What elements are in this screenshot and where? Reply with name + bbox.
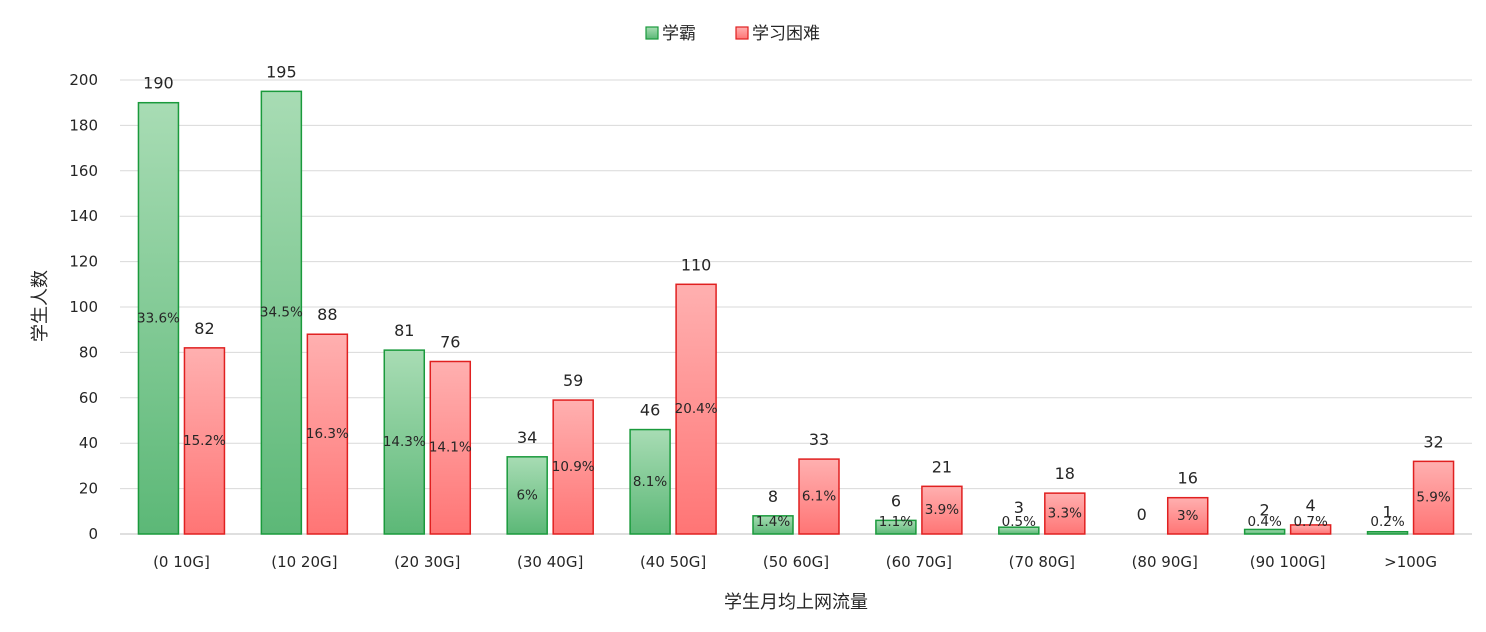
percent-label-xuexikunnan-6: 3.9% [925,502,959,518]
value-label-xueba-0: 190 [143,74,174,93]
bar-xuexikunnan-0 [183,347,226,535]
percent-label-xuexikunnan-0: 15.2% [183,433,226,449]
value-label-xuexikunnan-3: 59 [563,371,583,390]
x-tick-label-2: (20 30G] [394,553,460,571]
bar-xuexikunnan-8 [1166,496,1209,535]
y-tick-label-160: 160 [69,162,98,180]
legend: 学霸 学习困难 [645,24,820,44]
percent-label-xuexikunnan-1: 16.3% [306,426,349,442]
y-tick-label-180: 180 [69,116,98,134]
bar-xuexikunnan-5 [798,458,840,535]
bar-xuexikunnan-10 [1412,460,1455,535]
bar-xueba-2 [383,349,426,535]
bar-xuexikunnan-7 [1044,492,1086,535]
y-tick-label-80: 80 [79,343,98,361]
x-tick-label-8: (80 90G] [1132,553,1198,571]
bar-xueba-10 [1366,530,1409,535]
value-label-xueba-2: 81 [394,321,414,340]
y-tick-label-200: 200 [69,71,98,89]
bar-xuexikunnan-3 [552,399,594,535]
percent-label-xueba-1: 34.5% [260,305,303,321]
y-tick-label-120: 120 [69,253,98,271]
y-axis-ticks: 0 20 40 60 80 100 120 140 160 180 200 [69,71,98,543]
value-label-xuexikunnan-1: 88 [317,305,337,324]
percent-label-xueba-6: 1.1% [879,514,913,530]
bar-xuexikunnan-6 [921,485,963,535]
x-axis-title: 学生月均上网流量 [724,592,868,613]
legend-label-xueba: 学霸 [662,24,696,44]
y-axis-title: 学生人数 [30,270,51,342]
value-label-xueba-8: 0 [1137,505,1147,524]
x-tick-label-10: >100G [1384,553,1437,571]
bar-xuexikunnan-9 [1289,524,1332,535]
value-label-xuexikunnan-8: 16 [1178,469,1198,488]
x-tick-label-1: (10 20G] [271,553,337,571]
value-label-xuexikunnan-6: 21 [932,457,952,476]
value-label-xueba-5: 8 [768,487,778,506]
bar-xuexikunnan-4 [675,283,717,535]
value-label-xuexikunnan-0: 82 [194,319,214,338]
value-label-xueba-10: 1 [1382,503,1392,522]
x-tick-label-7: (70 80G] [1009,553,1075,571]
bar-xuexikunnan-1 [306,333,349,535]
value-label-xueba-1: 195 [266,62,297,81]
bar-xueba-3 [506,456,548,535]
x-tick-label-4: (40 50G] [640,553,706,571]
value-label-xuexikunnan-10: 32 [1423,432,1443,451]
value-label-xueba-4: 46 [640,401,660,420]
bar-xueba-9 [1243,528,1286,535]
percent-label-xueba-0: 33.6% [137,310,180,326]
percent-label-xuexikunnan-2: 14.1% [429,440,472,456]
value-label-xuexikunnan-2: 76 [440,332,460,351]
x-tick-label-5: (50 60G] [763,553,829,571]
value-label-xuexikunnan-5: 33 [809,430,829,449]
percent-label-xuexikunnan-5: 6.1% [802,489,836,505]
value-label-xueba-6: 6 [891,491,901,510]
value-label-xueba-7: 3 [1014,498,1024,517]
percent-label-xueba-7: 0.5% [1002,514,1036,530]
value-label-xuexikunnan-9: 4 [1306,496,1316,515]
y-tick-label-100: 100 [69,298,98,316]
value-label-xuexikunnan-7: 18 [1055,464,1075,483]
bar-xueba-0 [137,101,180,535]
percent-label-xueba-5: 1.4% [756,514,790,530]
bar-xueba-1 [260,90,303,535]
legend-swatch-xueba [645,26,659,40]
percent-label-xuexikunnan-4: 20.4% [675,401,718,417]
bar-xueba-7 [998,526,1040,535]
x-tick-label-6: (60 70G] [886,553,952,571]
y-tick-label-20: 20 [79,480,98,498]
bar-xueba-4 [629,428,671,535]
percent-label-xueba-3: 6% [516,487,538,503]
bar-xueba-6 [875,519,917,535]
percent-label-xuexikunnan-9: 0.7% [1293,514,1327,530]
y-tick-label-140: 140 [69,207,98,225]
percent-label-xuexikunnan-10: 5.9% [1416,490,1450,506]
x-tick-label-9: (90 100G] [1250,553,1326,571]
value-label-xuexikunnan-4: 110 [681,255,712,274]
y-tick-label-60: 60 [79,389,98,407]
bar-xuexikunnan-2 [429,360,472,535]
percent-label-xueba-9: 0.4% [1247,514,1281,530]
bars [137,90,1455,535]
percent-label-xueba-2: 14.3% [383,434,426,450]
legend-label-xuexikunnan: 学习困难 [752,24,820,44]
percent-label-xueba-10: 0.2% [1370,514,1404,530]
value-label-xueba-3: 34 [517,428,537,447]
x-tick-label-0: (0 10G] [153,553,210,571]
y-tick-label-40: 40 [79,434,98,452]
x-tick-label-3: (30 40G] [517,553,583,571]
x-axis-ticks: (0 10G] (10 20G] (20 30G] (30 40G] (40 50G] (… [153,553,1437,571]
percent-label-xueba-4: 8.1% [633,474,667,490]
legend-swatch-xuexikunnan [735,26,749,40]
percent-label-xuexikunnan-8: 3% [1177,508,1199,524]
value-label-xueba-9: 2 [1260,500,1270,519]
percent-label-xuexikunnan-3: 10.9% [552,459,595,475]
y-tick-label-0: 0 [88,525,98,543]
bar-xueba-5 [752,515,794,535]
percent-label-xuexikunnan-7: 3.3% [1048,506,1082,522]
